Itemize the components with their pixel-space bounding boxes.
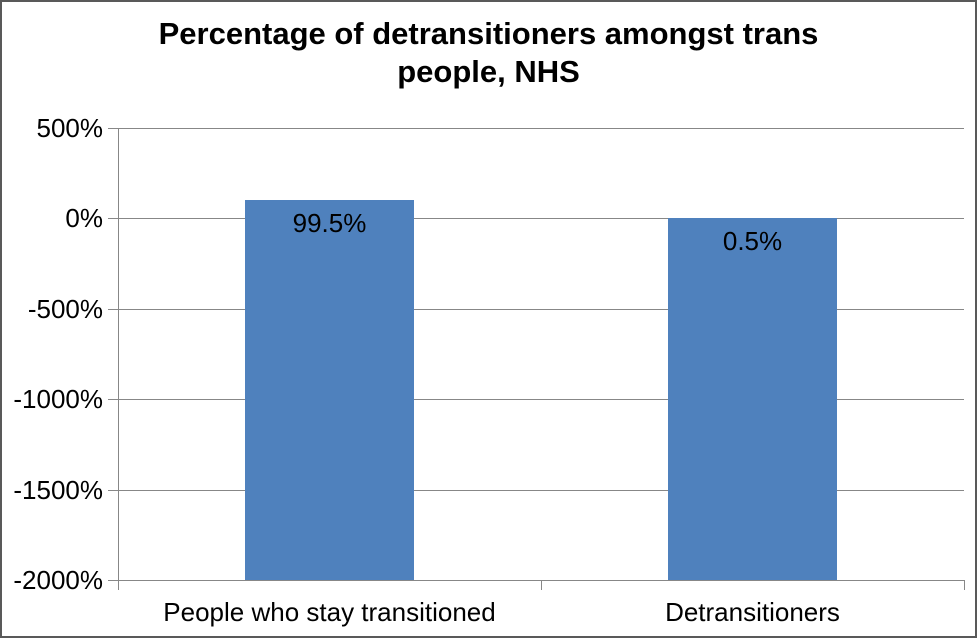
plot-area: 500% 0% -500% -1000% -1500% -2000% 99.5% People… [13,113,965,627]
y-axis-tick-label: -500% [27,293,103,324]
bar-data-label: 99.5% [292,208,367,239]
x-axis-line [118,580,964,581]
gridline-500% [118,128,964,129]
y-axis-tick-label: -1000% [13,384,103,415]
gridline-0% [118,218,964,220]
y-tick-mark-500% [108,128,118,129]
y-tick-mark-0% [108,218,118,220]
y-axis-tick-label: -2000% [13,565,103,595]
bar-data-label: 0.5% [722,226,783,257]
chart-title-line1: Percentage of detransitioners amongst tr… [158,16,819,51]
x-tick-mark-0 [118,580,119,590]
gridline--1000% [118,399,964,401]
y-tick-mark--500% [108,308,118,310]
chart-title: Percentage of detransitioners amongst tr… [2,15,975,91]
y-axis-tick-label: 500% [36,113,104,143]
y-axis-line [118,128,119,581]
y-axis-tick-label: 0% [65,203,103,234]
x-tick-mark-1 [541,580,542,590]
gridline--500% [118,308,964,310]
y-axis-tick-label: -1500% [13,474,103,505]
x-axis-category-label: Detransitioners [665,597,840,627]
x-tick-mark-end [964,580,965,590]
x-axis-category-label: People who stay transitioned [163,597,496,627]
bar-2 [668,218,837,580]
y-tick-mark--1000% [108,399,118,401]
y-tick-mark--2000% [108,580,118,581]
bar-1 [245,200,414,580]
gridline--1500% [118,489,964,491]
chart-title-line2: people, NHS [397,54,580,89]
y-tick-mark--1500% [108,489,118,491]
